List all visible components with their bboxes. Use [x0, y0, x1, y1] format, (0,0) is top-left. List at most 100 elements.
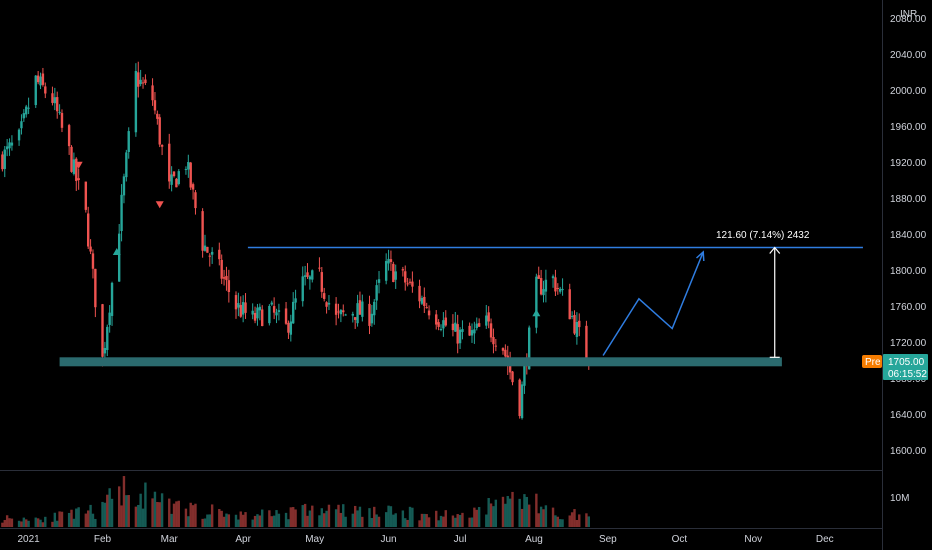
- candle-body: [306, 272, 309, 277]
- volume-bar: [506, 496, 509, 527]
- candle-body: [394, 271, 397, 280]
- candle-body: [191, 184, 195, 190]
- volume-bar: [353, 505, 357, 527]
- candle-body: [172, 171, 176, 177]
- candle-body: [120, 194, 123, 232]
- candle-body: [101, 304, 104, 357]
- volume-bar: [144, 482, 147, 527]
- candle-body: [158, 117, 161, 145]
- candle-body: [311, 270, 314, 280]
- candle-body: [508, 362, 512, 373]
- time-tick-label: Jun: [380, 534, 396, 545]
- candle-body: [206, 246, 209, 253]
- volume-bar: [477, 507, 481, 527]
- candle-body: [520, 384, 524, 419]
- volume-bar: [91, 513, 95, 527]
- candle-body: [292, 301, 295, 324]
- measure-arrowhead: [769, 246, 781, 254]
- volume-bar: [542, 509, 545, 527]
- candle-body: [208, 255, 211, 257]
- candle-body: [570, 315, 574, 317]
- candle-body: [284, 308, 288, 324]
- volume-bar: [518, 498, 521, 527]
- volume-bar: [36, 518, 40, 527]
- candle-body: [77, 178, 80, 181]
- volume-bar: [120, 505, 123, 527]
- volume-bar: [535, 493, 538, 527]
- candle-body: [523, 365, 526, 386]
- volume-bar: [356, 510, 359, 527]
- candle-body: [303, 275, 307, 277]
- volume-bar: [561, 519, 564, 527]
- volume-bar: [375, 514, 378, 527]
- volume-bar: [570, 512, 574, 527]
- candle-body: [27, 107, 30, 109]
- candle-body: [139, 79, 142, 85]
- volume-bar: [473, 507, 476, 527]
- candle-body: [561, 289, 564, 291]
- volume-bar: [34, 517, 37, 527]
- candle-body: [237, 303, 240, 308]
- candle-body: [89, 246, 92, 252]
- volume-bar: [101, 501, 104, 527]
- candle-body: [184, 168, 188, 170]
- volume-bar: [528, 504, 531, 527]
- candle-body: [408, 281, 412, 283]
- volume-bar: [51, 521, 54, 527]
- candle-body: [189, 162, 192, 188]
- price-tick-label: 1840.00: [890, 230, 927, 241]
- volume-bar: [189, 502, 192, 527]
- volume-bar: [444, 510, 447, 527]
- time-tick-label: 2021: [17, 534, 40, 545]
- candle-body: [554, 277, 557, 292]
- buy-signal-marker: [112, 248, 121, 255]
- volume-bar: [575, 519, 579, 527]
- price-tick-label: 1920.00: [890, 158, 927, 169]
- candle-body: [234, 295, 238, 310]
- candle-body: [423, 296, 426, 307]
- candle-body: [56, 97, 59, 112]
- candle-body: [103, 348, 107, 354]
- candle-body: [72, 159, 76, 174]
- volume-bar: [456, 514, 459, 527]
- candle-body: [485, 315, 488, 326]
- candle-body: [387, 258, 390, 264]
- volume-bar: [439, 515, 443, 527]
- volume-bar: [342, 504, 345, 527]
- volume-bar: [25, 519, 28, 527]
- volume-bar: [89, 504, 92, 527]
- measure-label: 121.60 (7.14%) 2432: [716, 230, 810, 241]
- volume-bar: [427, 517, 431, 527]
- volume-bar: [489, 503, 493, 527]
- candle-body: [411, 281, 414, 287]
- candle-body: [544, 279, 548, 292]
- candlestick-series: [1, 61, 590, 420]
- time-axis[interactable]: 2021 Feb Mar Apr May Jun Jul Aug Sep Oct Nov Dec: [17, 534, 833, 545]
- candle-body: [442, 320, 445, 329]
- candle-body: [427, 310, 431, 316]
- candle-body: [218, 249, 221, 260]
- volume-bar: [208, 514, 211, 527]
- price-tick-label: 1640.00: [890, 410, 927, 421]
- volume-bar: [425, 514, 428, 527]
- candle-body: [25, 106, 28, 115]
- time-tick-label: Apr: [235, 534, 251, 545]
- volume-bar: [5, 515, 9, 527]
- candle-body: [210, 251, 214, 255]
- candle-body: [108, 312, 111, 325]
- price-tick-label: 2080.00: [890, 14, 927, 25]
- volume-bar: [461, 512, 464, 527]
- volume-bar: [284, 512, 288, 527]
- volume-bar: [404, 518, 407, 527]
- price-tick-label: 1760.00: [890, 302, 927, 313]
- candle-body: [58, 111, 61, 113]
- candle-body: [256, 307, 259, 319]
- volume-bar: [44, 516, 47, 527]
- candle-body: [170, 174, 173, 185]
- candle-body: [287, 322, 290, 333]
- volume-bar: [187, 516, 190, 527]
- volume-bar: [151, 498, 154, 527]
- candle-body: [318, 267, 321, 269]
- volume-bar: [210, 504, 214, 527]
